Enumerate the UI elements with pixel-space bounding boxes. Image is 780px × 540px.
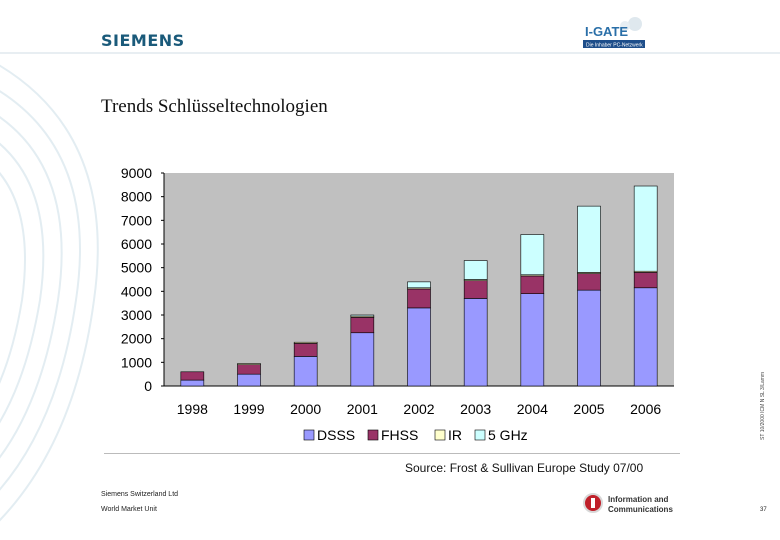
bar-fhss-2000: [293, 343, 318, 357]
page-number: 37: [760, 507, 767, 513]
bar-5-ghz-2004: [520, 234, 545, 276]
bar-dsss-2004: [520, 293, 545, 387]
info-comm-label: Information and Communications: [608, 495, 673, 515]
legend-swatch-ir: [434, 429, 446, 441]
y-tick-label: 5000: [121, 260, 152, 276]
bar-dsss-2000: [293, 356, 318, 387]
legend-label-5-ghz: 5 GHz: [488, 427, 528, 443]
bar-dsss-1998: [180, 379, 205, 387]
bar-fhss-2005: [577, 273, 601, 291]
side-code: ST 10/2000 ICM N SL 3/Lamm: [760, 371, 766, 440]
bar-fhss-2006: [633, 272, 658, 289]
info-comm-label-line2: Communications: [608, 505, 673, 514]
bar-fhss-1999: [237, 364, 261, 375]
y-tick-label: 6000: [121, 236, 152, 252]
legend-swatch-dsss: [303, 429, 315, 441]
i-gate-logo: I-GATE Die Inhaber PC-Netzwerk: [583, 17, 645, 49]
bar-dsss-2006: [633, 287, 658, 387]
info-comm-label-line1: Information and: [608, 495, 669, 504]
footer-unit: World Market Unit: [101, 506, 157, 513]
bar-5-ghz-2005: [577, 205, 601, 273]
bar-fhss-1998: [180, 371, 205, 381]
i-gate-logo-title: I-GATE: [585, 24, 628, 39]
y-tick-label: 7000: [121, 212, 152, 228]
bar-dsss-2005: [577, 289, 601, 387]
footer-company: Siemens Switzerland Ltd: [101, 491, 179, 498]
y-tick-label: 1000: [121, 354, 152, 370]
bar-dsss-2002: [407, 307, 431, 387]
fingerprint-decoration: [0, 64, 99, 522]
x-tick-label: 2005: [573, 401, 604, 417]
stacked-bar-chart: 0 1000 2000 3000 4000 5000 6000 7000 8000 9000 199…: [121, 165, 674, 443]
bar-fhss-2002: [407, 288, 431, 309]
x-tick-label: 2000: [290, 401, 321, 417]
legend-label-fhss: FHSS: [381, 427, 418, 443]
y-tick-label: 0: [144, 378, 152, 394]
bar-5-ghz-2006: [633, 185, 658, 272]
slide-title: Trends Schlüsseltechnologien: [101, 96, 328, 117]
x-tick-label: 2004: [517, 401, 548, 417]
legend-label-ir: IR: [448, 427, 462, 443]
x-tick-label: 1999: [233, 401, 264, 417]
source-note: Source: Frost & Sullivan Europe Study 07…: [405, 461, 644, 475]
legend-label-dsss: DSSS: [317, 427, 355, 443]
bar-fhss-2001: [350, 317, 375, 334]
header-divider: [0, 52, 780, 54]
bar-fhss-2004: [520, 275, 545, 294]
bar-fhss-2003: [463, 280, 488, 299]
bar-5-ghz-2003: [463, 260, 488, 280]
bar-dsss-2001: [350, 332, 375, 387]
x-tick-label: 2006: [630, 401, 661, 417]
bar-ir-2000: [293, 341, 318, 344]
legend-swatch-fhss: [367, 429, 379, 441]
y-tick-label: 3000: [121, 307, 152, 323]
bar-dsss-2003: [463, 298, 488, 387]
x-tick-label: 2001: [347, 401, 378, 417]
x-tick-label: 2003: [460, 401, 491, 417]
info-comm-logo-icon: [583, 493, 603, 513]
legend-swatch-5-ghz: [474, 429, 486, 441]
y-tick-label: 9000: [121, 165, 152, 181]
y-tick-label: 4000: [121, 283, 152, 299]
bar-ir-1999: [237, 363, 261, 365]
i-gate-logo-subtitle: Die Inhaber PC-Netzwerk: [586, 43, 643, 49]
x-tick-label: 1998: [177, 401, 208, 417]
bar-5-ghz-2002: [407, 281, 431, 289]
bar-5-ghz-2001: [350, 314, 375, 317]
bar-dsss-1999: [237, 373, 261, 387]
x-tick-label: 2002: [403, 401, 434, 417]
y-tick-label: 2000: [121, 331, 152, 347]
siemens-logo: SIEMENS: [101, 31, 185, 50]
chart-baseline-rule: [104, 453, 680, 454]
y-tick-label: 8000: [121, 189, 152, 205]
